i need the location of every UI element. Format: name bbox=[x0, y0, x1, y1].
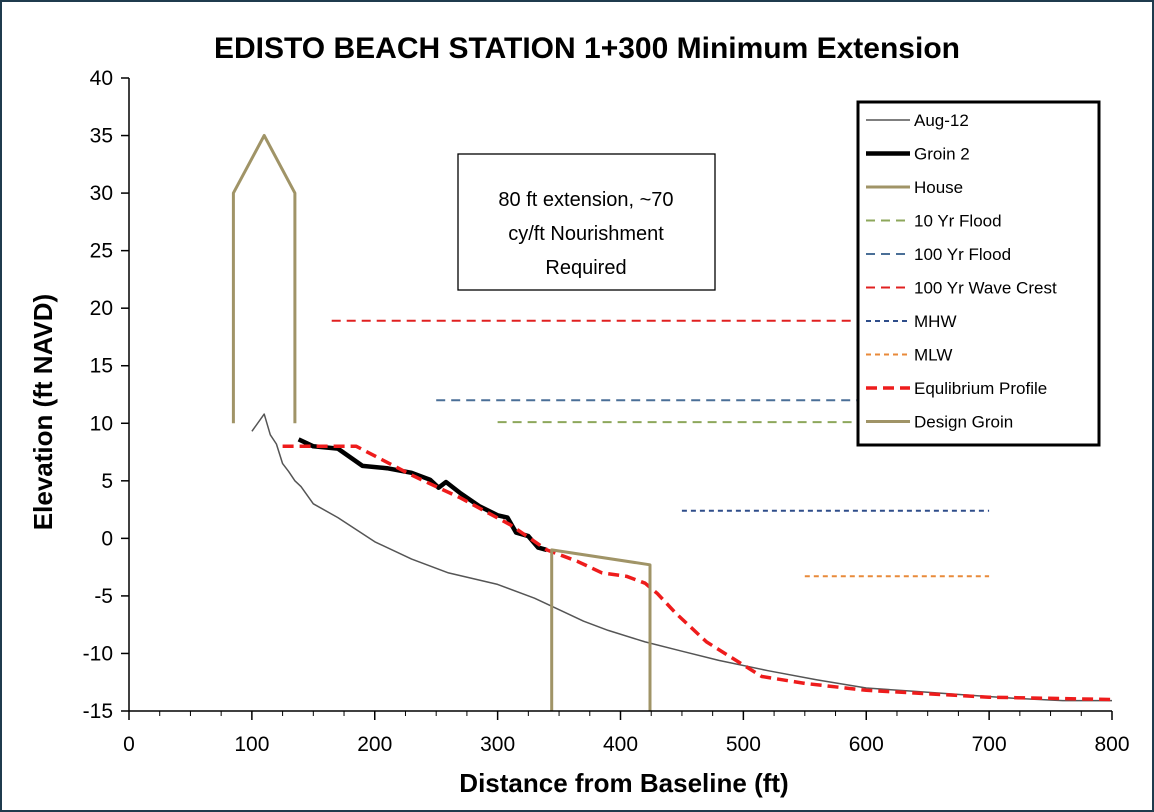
legend: Aug-12 Groin 2 House 10 Yr Flood 100 Yr Floo… bbox=[856, 100, 1101, 447]
x-tick-label: 0 bbox=[123, 733, 135, 756]
y-tick-label: 10 bbox=[90, 412, 113, 435]
x-axis-title: Distance from Baseline (ft) bbox=[459, 768, 788, 798]
legend-border bbox=[856, 100, 1101, 447]
y-axis-title: Elevation (ft NAVD) bbox=[28, 294, 58, 530]
y-tick-label: 20 bbox=[90, 297, 113, 320]
x-tick-label: 300 bbox=[480, 733, 515, 756]
annotation-line: Required bbox=[545, 257, 626, 279]
y-tick-label: -5 bbox=[94, 585, 113, 608]
series-line-design-groin bbox=[550, 548, 652, 711]
legend-label: Design Groin bbox=[914, 413, 1013, 432]
legend-label: Aug-12 bbox=[914, 111, 969, 130]
y-tick-label: 30 bbox=[90, 182, 113, 205]
x-tick-label: 200 bbox=[357, 733, 392, 756]
series-line-equlibrium-profile bbox=[282, 444, 1113, 702]
annotation-box: 80 ft extension, ~70 cy/ft Nourishment Req… bbox=[457, 153, 716, 291]
x-tick-label: 800 bbox=[1094, 733, 1129, 756]
y-tick-label: 35 bbox=[90, 125, 113, 148]
chart-title: EDISTO BEACH STATION 1+300 Minimum Exten… bbox=[214, 32, 960, 65]
y-tick-label: -10 bbox=[83, 642, 113, 665]
legend-label: House bbox=[914, 178, 963, 197]
legend-label: MHW bbox=[914, 312, 956, 331]
x-tick-label: 700 bbox=[972, 733, 1007, 756]
annotation-box-border bbox=[457, 153, 716, 291]
y-tick-label: 25 bbox=[90, 240, 113, 263]
x-tick-label: 100 bbox=[234, 733, 269, 756]
legend-label: Groin 2 bbox=[914, 145, 970, 164]
legend-label: 100 Yr Wave Crest bbox=[914, 279, 1057, 298]
legend-label: 10 Yr Flood bbox=[914, 212, 1002, 231]
y-tick-label: 40 bbox=[90, 67, 113, 90]
y-tick-label: -15 bbox=[83, 700, 113, 723]
x-tick-label: 400 bbox=[603, 733, 638, 756]
legend-label: MLW bbox=[914, 346, 952, 365]
legend-label: 100 Yr Flood bbox=[914, 245, 1011, 264]
annotation-line: cy/ft Nourishment bbox=[508, 223, 664, 245]
y-tick-label: 5 bbox=[101, 470, 113, 493]
legend-label: Equlibrium Profile bbox=[914, 379, 1047, 398]
series-line-house bbox=[231, 134, 297, 424]
y-tick-label: 15 bbox=[90, 355, 113, 378]
series-line-groin-2 bbox=[297, 437, 548, 553]
annotation-line: 80 ft extension, ~70 bbox=[498, 189, 673, 211]
x-tick-label: 500 bbox=[726, 733, 761, 756]
x-tick-label: 600 bbox=[849, 733, 884, 756]
series-line-aug-12 bbox=[251, 413, 1112, 702]
y-tick-label: 0 bbox=[101, 527, 113, 550]
